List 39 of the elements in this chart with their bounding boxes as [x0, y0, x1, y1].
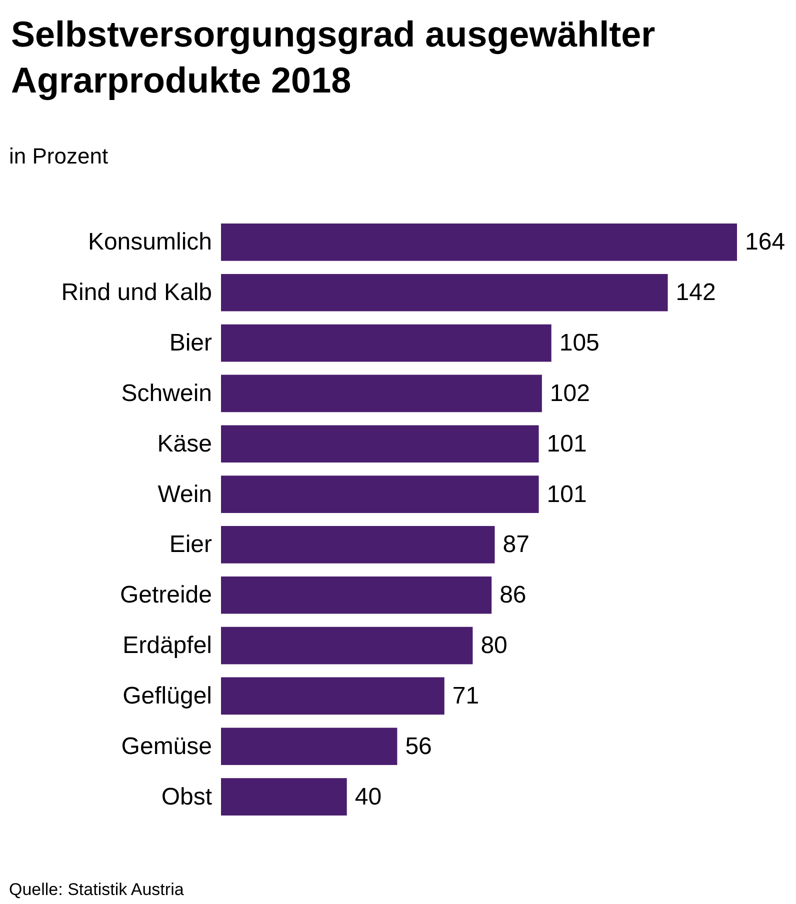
bar: [221, 576, 492, 614]
data-label: 40: [354, 783, 382, 810]
chart-title: Selbstversorgungsgrad ausgewählter Agrarprodukte 2018: [11, 14, 666, 100]
y-tick-label: Rind und Kalb: [61, 279, 212, 306]
bar: [221, 324, 552, 362]
y-tick-label: Käse: [157, 430, 212, 458]
bar: [221, 677, 444, 715]
data-label: 86: [500, 582, 526, 609]
y-tick-label: Gemüse: [121, 732, 212, 760]
chart-subtitle: in Prozent: [9, 144, 108, 168]
data-label: 71: [452, 682, 480, 710]
y-tick-label: Eier: [169, 531, 212, 558]
y-tick-label: Wein: [158, 480, 212, 508]
bar: [221, 728, 398, 766]
bar: [221, 626, 473, 664]
bar: [221, 274, 668, 312]
y-tick-label: Erdäpfel: [122, 632, 212, 660]
y-tick-label: Konsumlich: [88, 228, 212, 256]
y-tick-label: Obst: [161, 783, 212, 810]
y-tick-label: Geflügel: [122, 682, 212, 710]
data-label: 87: [502, 531, 530, 558]
y-tick-label: Getreide: [120, 582, 212, 609]
bar: [221, 224, 737, 261]
source-note: Quelle: Statistik Austria: [9, 880, 184, 899]
bar: [221, 374, 542, 412]
bar: [221, 425, 539, 463]
data-label: 102: [550, 380, 590, 407]
data-label: 80: [480, 632, 508, 660]
bar: [221, 476, 539, 513]
data-label: 142: [676, 279, 716, 306]
data-label: 105: [559, 330, 600, 357]
data-label: 101: [546, 430, 587, 458]
data-label: 101: [546, 480, 587, 508]
bar: [221, 526, 495, 564]
bar: [221, 778, 347, 816]
data-label: 164: [745, 228, 786, 256]
y-tick-label: Schwein: [121, 380, 212, 407]
data-label: 56: [405, 732, 432, 760]
y-tick-label: Bier: [169, 330, 212, 357]
